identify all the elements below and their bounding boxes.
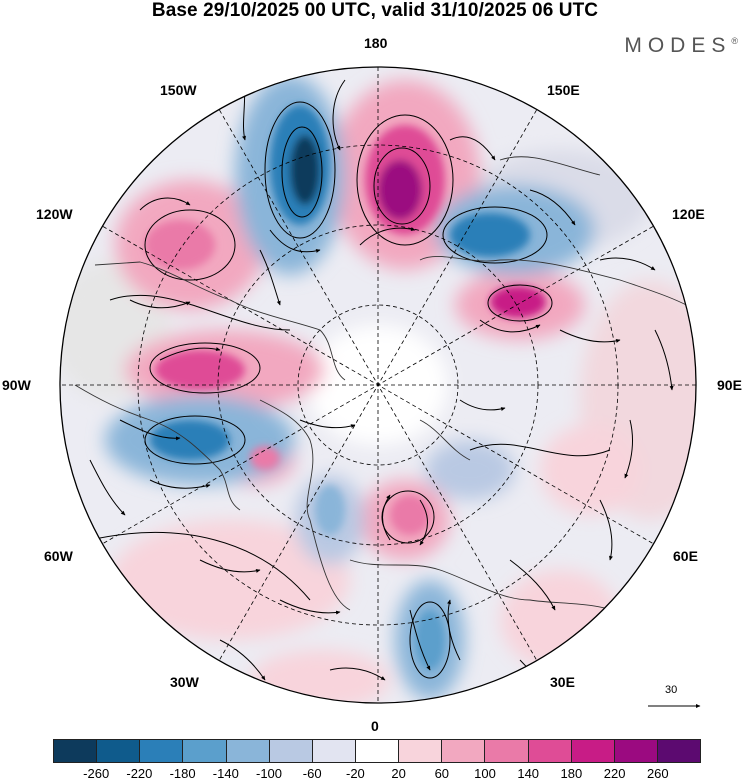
brand-text: MODES — [624, 34, 732, 57]
lon-label-90w: 90W — [2, 377, 31, 393]
lon-label-120e: 120E — [672, 206, 705, 222]
colorbar-cell — [140, 740, 184, 762]
anomaly-field — [60, 67, 696, 703]
colorbar-cell — [269, 740, 313, 762]
lon-label-150w: 150W — [160, 82, 197, 98]
colorbar-cell — [226, 740, 270, 762]
colorbar-tick-label: 260 — [646, 766, 669, 781]
lon-label-120w: 120W — [36, 206, 73, 222]
colorbar-cell — [183, 740, 227, 762]
wind-vectors — [89, 69, 674, 701]
lon-label-60w: 60W — [44, 548, 73, 564]
colorbar-tick-label: 220 — [603, 766, 626, 781]
graticule — [60, 67, 696, 703]
colorbar-tick-label: -20 — [345, 766, 365, 781]
colorbar-cell — [571, 740, 615, 762]
lon-label-30e: 30E — [550, 674, 575, 690]
map-title: Base 29/10/2025 00 UTC, valid 31/10/2025… — [151, 0, 599, 21]
colorbar-cell — [657, 740, 701, 762]
wind-scale-label: 30 — [665, 684, 678, 696]
colorbar-cell — [614, 740, 658, 762]
contours — [89, 101, 611, 679]
colorbar-tick-label: -180 — [169, 766, 196, 781]
colorbar-tick-label: -60 — [302, 766, 322, 781]
lon-label-180: 180 — [364, 35, 388, 51]
colorbar-tick-label: 60 — [434, 766, 450, 781]
colorbar-cell — [97, 740, 141, 762]
map-border — [59, 66, 697, 704]
colorbar-cell — [485, 740, 529, 762]
colorbar-tick-label: 100 — [474, 766, 496, 781]
lon-label-0: 0 — [371, 718, 379, 734]
colorbar-cell — [442, 740, 486, 762]
colorbar — [53, 739, 701, 763]
colorbar-tick-label: -260 — [83, 766, 110, 781]
colorbar-tick-label: -220 — [126, 766, 153, 781]
brand-logo: MODES® — [624, 34, 738, 58]
coastlines — [74, 156, 696, 621]
colorbar-tick-label: -140 — [212, 766, 239, 781]
lon-label-90e: 90E — [717, 377, 742, 393]
colorbar-cell — [399, 740, 443, 762]
colorbar-tick-label: 180 — [560, 766, 583, 781]
colorbar-tick-label: 140 — [517, 766, 540, 781]
colorbar-cell — [54, 740, 98, 762]
lon-label-150e: 150E — [547, 82, 580, 98]
lon-label-60e: 60E — [673, 548, 698, 564]
lon-label-30w: 30W — [170, 674, 199, 690]
colorbar-cell — [355, 740, 400, 762]
colorbar-cell — [528, 740, 572, 762]
brand-mark: ® — [731, 36, 738, 46]
colorbar-cell — [312, 740, 356, 762]
colorbar-tick-label: -100 — [255, 766, 283, 781]
colorbar-tick-label: 20 — [391, 766, 406, 781]
